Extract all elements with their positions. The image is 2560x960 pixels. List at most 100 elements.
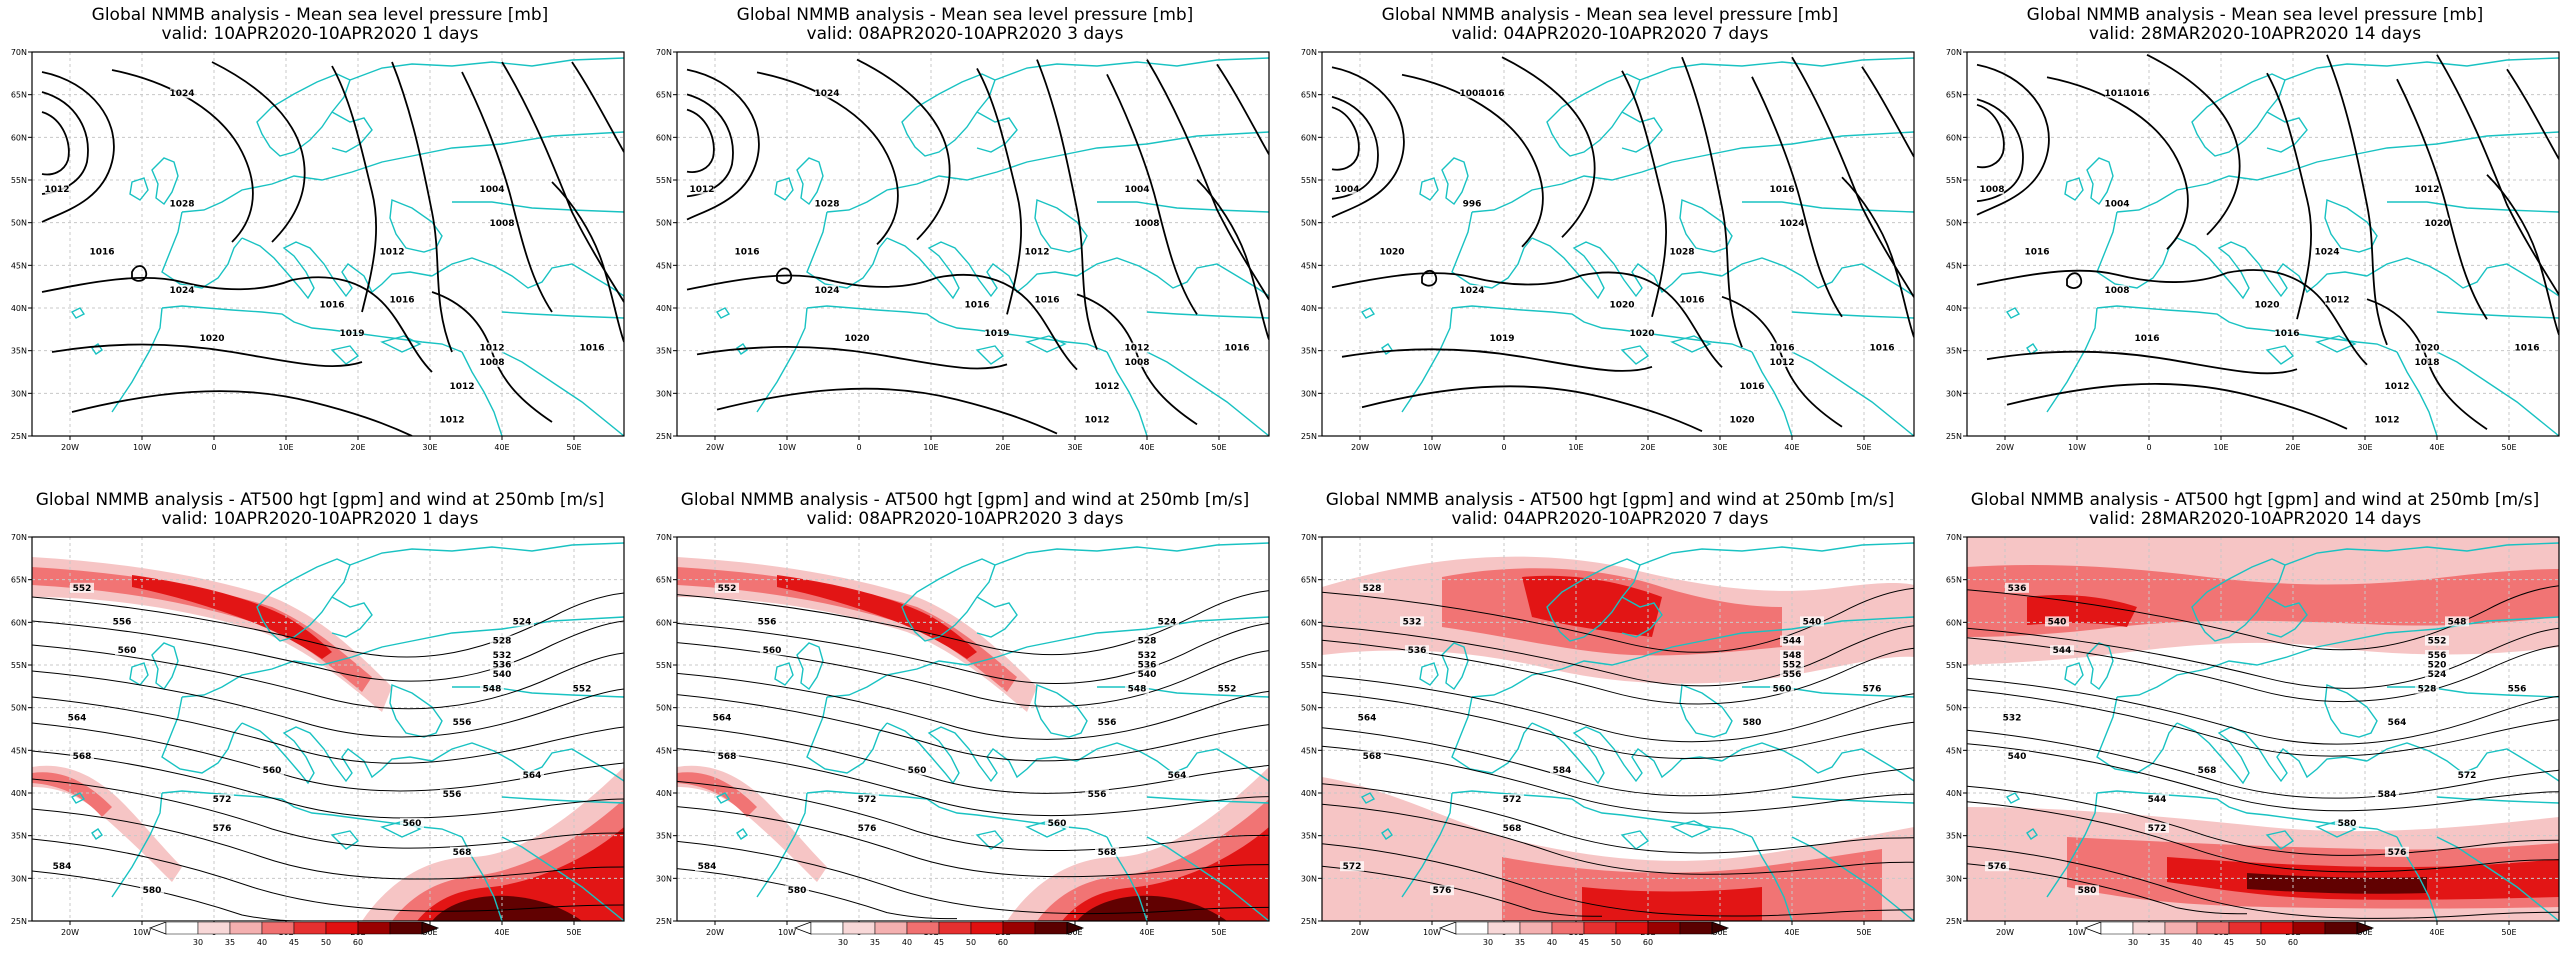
contour-label-bg <box>1630 328 1654 339</box>
coastline <box>1146 351 1269 436</box>
coastline <box>181 616 624 698</box>
x-tick-label: 0 <box>211 443 216 452</box>
colorbar-arrow-left <box>148 922 167 935</box>
colorbar-swatch <box>165 922 199 935</box>
contour-label: 580 <box>2078 886 2097 896</box>
contour-label-bg <box>440 789 464 800</box>
wind-band <box>132 575 332 659</box>
colorbar-label: 40 <box>2192 938 2202 947</box>
contour-label-bg <box>1780 669 1804 680</box>
panel-title: Global NMMB analysis - Mean sea level pr… <box>10 6 630 44</box>
y-tick-label: 45N <box>1301 261 1317 270</box>
panel-title-line: Global NMMB analysis - Mean sea level pr… <box>736 5 1194 25</box>
contour-label: 536 <box>1408 646 1427 656</box>
y-tick-label: 25N <box>1946 432 1962 441</box>
contour-label: 1024 <box>1459 286 1484 296</box>
axis-labels: 20W 10W 0 10E 20E 30E 40E 50E 70N 65N 60N 55N 50N 45N… <box>1946 48 2517 452</box>
contour-label: 580 <box>1743 718 1762 728</box>
contour-label: 560 <box>263 766 282 776</box>
colorbar-swatch <box>1455 922 1489 935</box>
isobar <box>1721 295 1843 428</box>
panel-subtitle: valid: 04APR2020-10APR2020 7 days <box>1451 509 1769 529</box>
contour-label: 1016 <box>1769 185 1794 195</box>
contour-label-bg <box>490 217 514 228</box>
contour-label-bg <box>1125 683 1149 694</box>
contour-label: 548 <box>1783 651 1802 661</box>
contour-label: 1008 <box>1134 219 1159 229</box>
isobar <box>461 71 553 313</box>
y-tick-label: 60N <box>1946 618 1962 627</box>
contour-label-bg <box>65 712 89 723</box>
contour-label: 552 <box>573 685 592 695</box>
coastline <box>1742 201 1914 213</box>
colorbar-swatch <box>2260 922 2294 935</box>
axis-labels: 20W 10W 0 10E 20E 30E 40E 50E 70N 65N 60N 55N 50N 45N… <box>1301 48 1872 452</box>
colorbar-arrow-right <box>2356 922 2375 935</box>
isobar <box>571 61 624 153</box>
x-tick-label: 30E <box>1712 928 1727 937</box>
isobar <box>1401 73 1544 248</box>
contour-label: 540 <box>1803 617 1822 627</box>
coastline <box>349 542 624 566</box>
contour-label-bg <box>260 765 284 776</box>
coastline <box>501 311 624 319</box>
panel-title-line: Global NMMB analysis - AT500 hgt [gpm] a… <box>35 490 605 510</box>
contour-label-bg <box>1155 616 1179 627</box>
coastline <box>2005 307 2021 319</box>
height-contour <box>1967 863 2248 915</box>
contour-label-bg <box>1400 616 1424 627</box>
contour-label: 556 <box>443 790 462 800</box>
contour-label-bg <box>2275 328 2299 339</box>
contour-label-bg <box>2425 669 2449 680</box>
wind-shading <box>677 557 1269 921</box>
contour-label: 1020 <box>844 334 869 344</box>
contour-label: 1016 <box>1679 296 1704 306</box>
isobar <box>1976 63 2050 216</box>
contour-label-bg <box>2105 88 2129 99</box>
map-frame <box>676 536 1270 922</box>
isobar <box>2396 78 2488 320</box>
contour-label: 1012 <box>1769 358 1794 368</box>
isobar <box>1841 176 1914 338</box>
contour-label: 996 <box>1463 200 1482 210</box>
isobar <box>2436 54 2559 296</box>
contour-label-bg <box>70 750 94 761</box>
isobar <box>756 71 899 246</box>
contour-label-bg <box>1780 217 1804 228</box>
map-background <box>1322 52 1914 436</box>
isobar <box>1146 59 1269 301</box>
x-tick-label: 0 <box>2146 443 2151 452</box>
isobar <box>1361 385 1703 433</box>
x-tick-label: 10W <box>133 443 151 452</box>
map-area: 1018 1008 1004 1016 1012 1020 1024 1008 1020 1016… <box>1946 48 2560 452</box>
panel-subtitle: valid: 08APR2020-10APR2020 3 days <box>806 24 1124 44</box>
contour-label: 584 <box>2378 790 2397 800</box>
contour-label-bg <box>2445 616 2469 627</box>
contour-label-bg <box>1125 342 1149 353</box>
mslp-panel: Global NMMB analysis - Mean sea level pr… <box>1945 0 2560 460</box>
contour-label-bg <box>2045 616 2069 627</box>
contour-label-bg <box>2335 818 2359 828</box>
contour-label-bg <box>1500 794 1524 804</box>
colorbar-arrow-left <box>793 922 812 935</box>
contour-label-bg <box>490 669 514 680</box>
panel-title: Global NMMB analysis - AT500 hgt [gpm] a… <box>1945 491 2560 529</box>
contour-label-bg <box>2145 822 2169 833</box>
gridlines <box>677 52 1269 436</box>
y-tick-label: 60N <box>1301 618 1317 627</box>
contour-label: 1012 <box>449 382 474 392</box>
x-tick-label: 50E <box>566 928 581 937</box>
contour-label: 1016 <box>389 296 414 306</box>
coastline <box>91 828 103 840</box>
coastline <box>330 830 360 850</box>
coastline <box>1401 792 1453 898</box>
contour-label-bg <box>1125 184 1149 195</box>
contour-label-bg <box>1740 381 1764 391</box>
contour-labels: 1008 1004 996 1020 1016 1024 1028 1024 1020 1019 1… <box>1334 88 1895 426</box>
contour-label-bg <box>380 246 404 257</box>
panel-title-line: Global NMMB analysis - Mean sea level pr… <box>91 5 549 25</box>
coastline <box>826 616 1269 698</box>
coastline <box>736 828 748 840</box>
contour-label: 572 <box>1343 862 1362 872</box>
